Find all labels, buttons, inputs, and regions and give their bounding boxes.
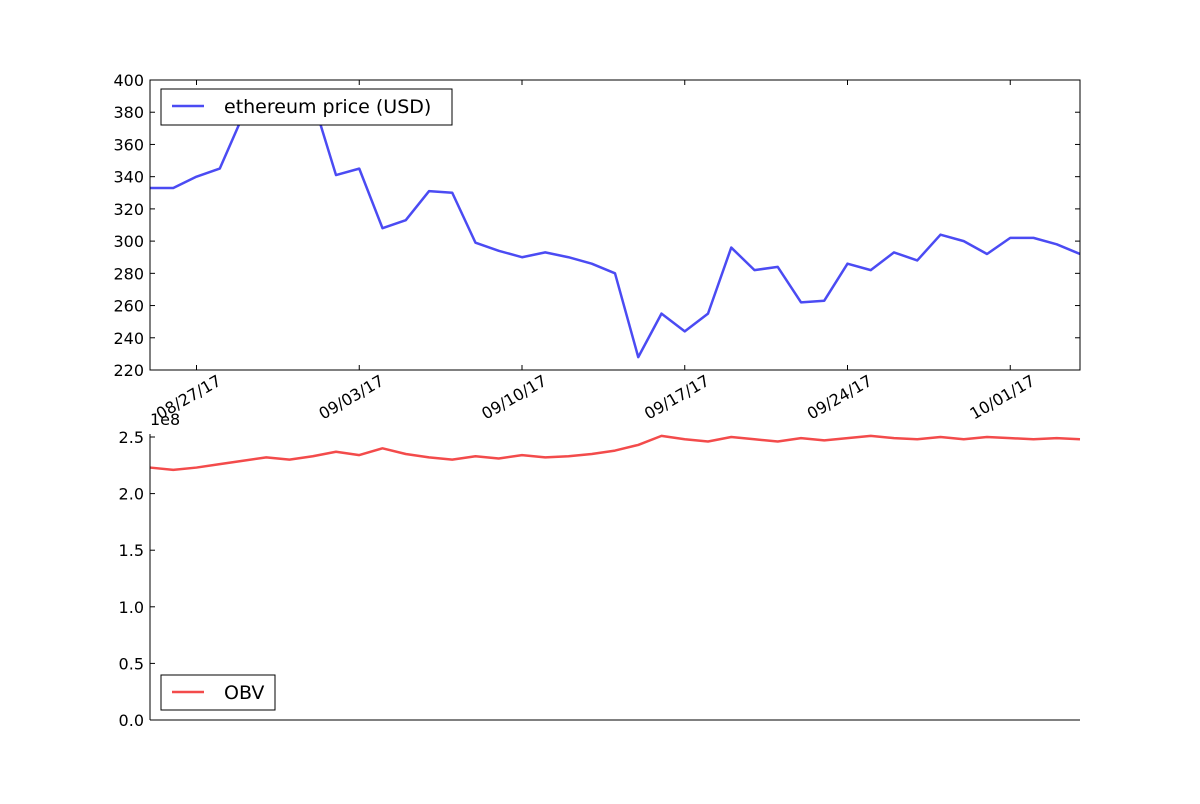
obv-offset-text: 1e8 [150,410,180,429]
price-x-tick-label: 10/01/17 [967,371,1039,423]
price-y-tick-label: 320 [113,200,144,219]
price-series-group [150,94,1080,359]
price-x-tick-label: 09/17/17 [641,371,713,423]
price-x-tick-label: 09/10/17 [478,371,550,423]
price-y-tick-label: 240 [113,329,144,348]
obv-panel: 0.0 0.5 1.0 1.5 2.0 2.5 1e8 OBV [119,410,1081,730]
obv-line [149,434,1081,472]
price-y-tick-label: 280 [113,264,144,283]
obv-y-tick-label: 0.5 [119,654,144,673]
price-plot-frame [149,79,1081,371]
price-y-tick-label: 400 [113,71,144,90]
obv-legend-label: OBV [224,682,264,704]
price-y-tick-label: 380 [113,103,144,122]
obv-y-tick-label: 2.5 [119,428,144,447]
obv-y-tick-label: 1.5 [119,541,144,560]
obv-y-tick-label: 0.0 [119,711,144,730]
obv-y-tick-label: 1.0 [119,598,144,617]
obv-y-tick-label: 2.0 [119,485,144,504]
price-legend: ethereum price (USD) [160,88,453,126]
obv-axes: 0.0 0.5 1.0 1.5 2.0 2.5 [119,428,1080,730]
price-y-tick-label: 220 [113,361,144,380]
price-legend-label: ethereum price (USD) [224,96,431,118]
obv-legend: OBV [160,674,276,711]
price-y-tick-label: 300 [113,232,144,251]
price-y-tick-label: 340 [113,168,144,187]
price-y-tick-label: 360 [113,135,144,154]
price-y-tick-label: 260 [113,297,144,316]
price-x-tick-label: 09/03/17 [316,371,388,423]
price-legend-box [160,88,453,126]
obv-series-group [149,434,1081,472]
price-line [150,94,1080,359]
price-x-tick-label: 09/24/17 [804,371,876,423]
